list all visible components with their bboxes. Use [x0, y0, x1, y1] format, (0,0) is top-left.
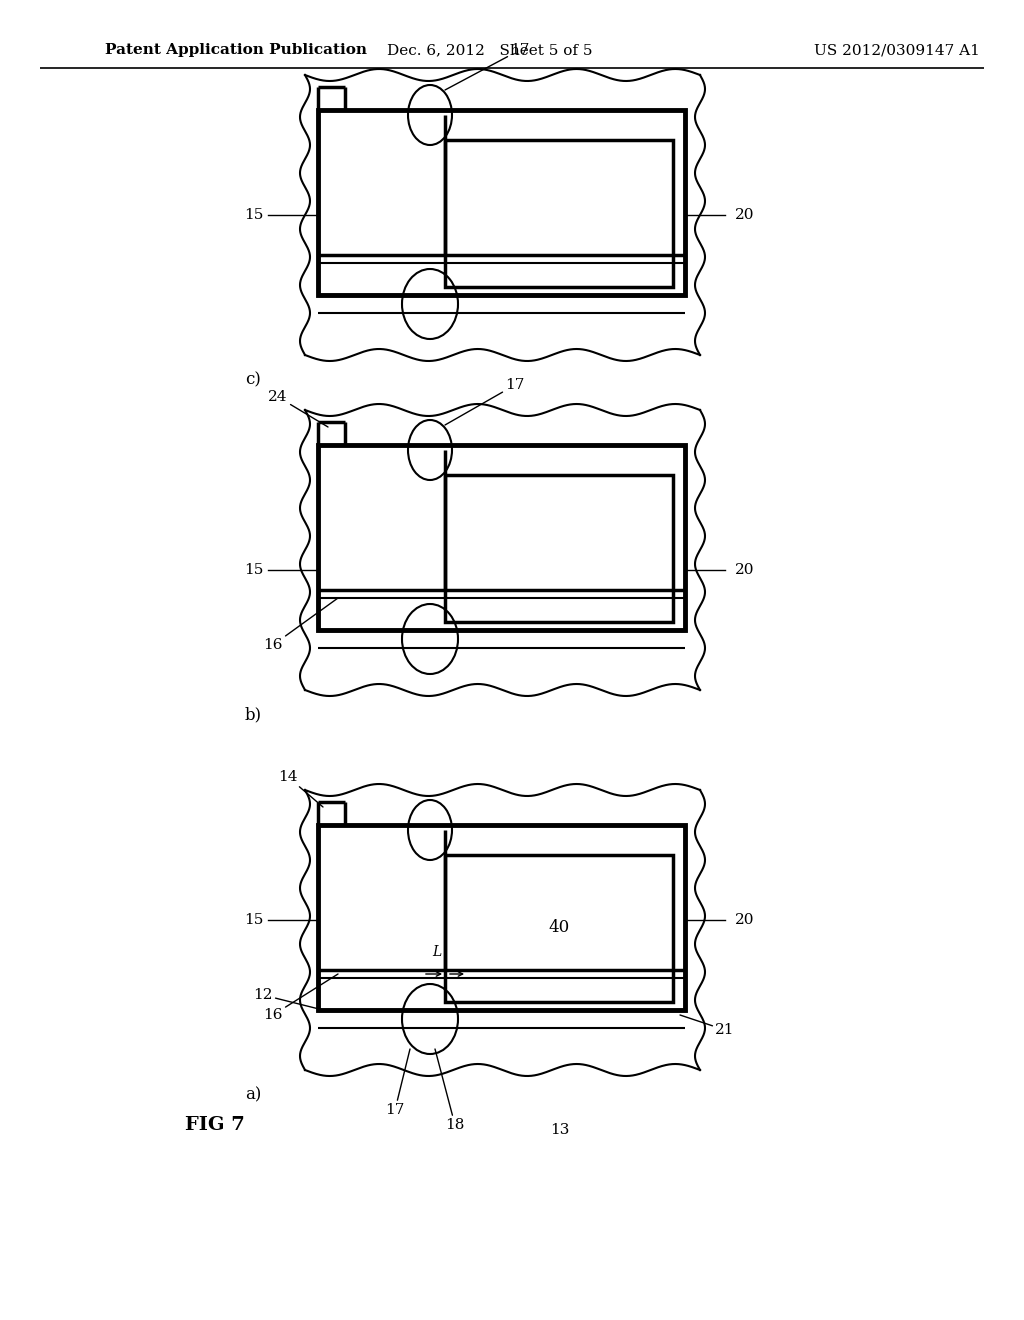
- Text: US 2012/0309147 A1: US 2012/0309147 A1: [814, 44, 980, 57]
- Bar: [445, 855, 673, 1002]
- Bar: [318, 825, 685, 1010]
- Bar: [318, 110, 685, 294]
- Text: 12: 12: [253, 987, 323, 1010]
- Text: Patent Application Publication: Patent Application Publication: [105, 44, 367, 57]
- Text: 16: 16: [263, 974, 338, 1022]
- Text: 24: 24: [268, 389, 328, 426]
- Text: 17: 17: [385, 1049, 410, 1117]
- Bar: [318, 445, 685, 630]
- Text: 20: 20: [735, 913, 755, 927]
- Text: 16: 16: [263, 598, 338, 652]
- Text: a): a): [245, 1086, 261, 1104]
- Bar: [445, 140, 673, 286]
- Text: 14: 14: [279, 770, 323, 807]
- Text: 17: 17: [445, 44, 529, 90]
- Bar: [445, 475, 673, 622]
- Text: L: L: [432, 945, 441, 960]
- Text: Dec. 6, 2012   Sheet 5 of 5: Dec. 6, 2012 Sheet 5 of 5: [387, 44, 593, 57]
- Text: c): c): [245, 371, 261, 388]
- Text: 13: 13: [550, 1123, 569, 1137]
- Text: b): b): [245, 706, 262, 723]
- Text: 15: 15: [244, 564, 263, 577]
- Text: 20: 20: [735, 209, 755, 222]
- Text: FIG 7: FIG 7: [185, 1115, 245, 1134]
- Text: 20: 20: [735, 564, 755, 577]
- Text: 17: 17: [445, 378, 524, 425]
- Text: 18: 18: [435, 1049, 465, 1133]
- Text: 21: 21: [680, 1015, 735, 1038]
- Text: 40: 40: [549, 920, 569, 936]
- Text: 15: 15: [244, 913, 263, 927]
- Text: 15: 15: [244, 209, 263, 222]
